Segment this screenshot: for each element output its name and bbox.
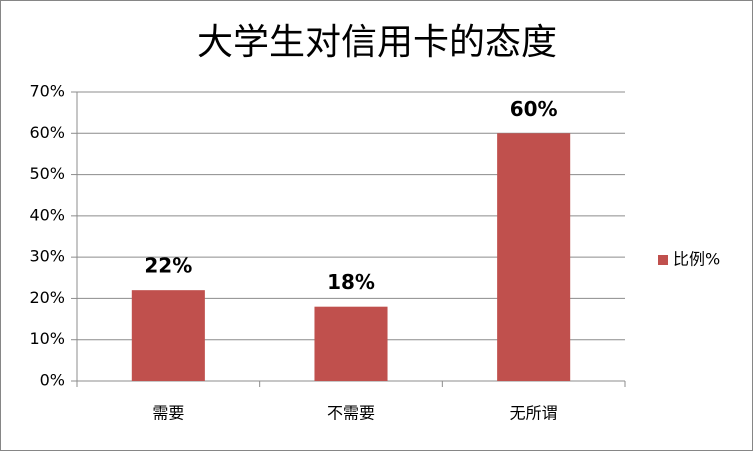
y-tick-label: 0% bbox=[40, 371, 65, 390]
y-tick-label: 70% bbox=[29, 82, 65, 101]
y-tick-label: 60% bbox=[29, 123, 65, 142]
x-tick-label: 需要 bbox=[152, 404, 184, 423]
x-tick-label: 不需要 bbox=[327, 404, 375, 423]
chart-title: 大学生对信用卡的态度 bbox=[197, 22, 557, 63]
legend-label: 比例% bbox=[673, 250, 720, 269]
bar bbox=[314, 306, 388, 381]
y-tick-label: 40% bbox=[29, 205, 65, 224]
bar bbox=[131, 290, 205, 381]
data-label: 60% bbox=[510, 97, 558, 121]
y-tick-label: 20% bbox=[29, 288, 65, 307]
y-tick-label: 50% bbox=[29, 164, 65, 183]
y-tick-label: 10% bbox=[29, 329, 65, 348]
y-tick-label: 30% bbox=[29, 247, 65, 266]
legend-swatch bbox=[658, 255, 668, 265]
data-label: 18% bbox=[327, 270, 375, 294]
bar bbox=[497, 133, 571, 381]
x-tick-label: 无所谓 bbox=[510, 404, 558, 423]
data-label: 22% bbox=[144, 254, 192, 278]
